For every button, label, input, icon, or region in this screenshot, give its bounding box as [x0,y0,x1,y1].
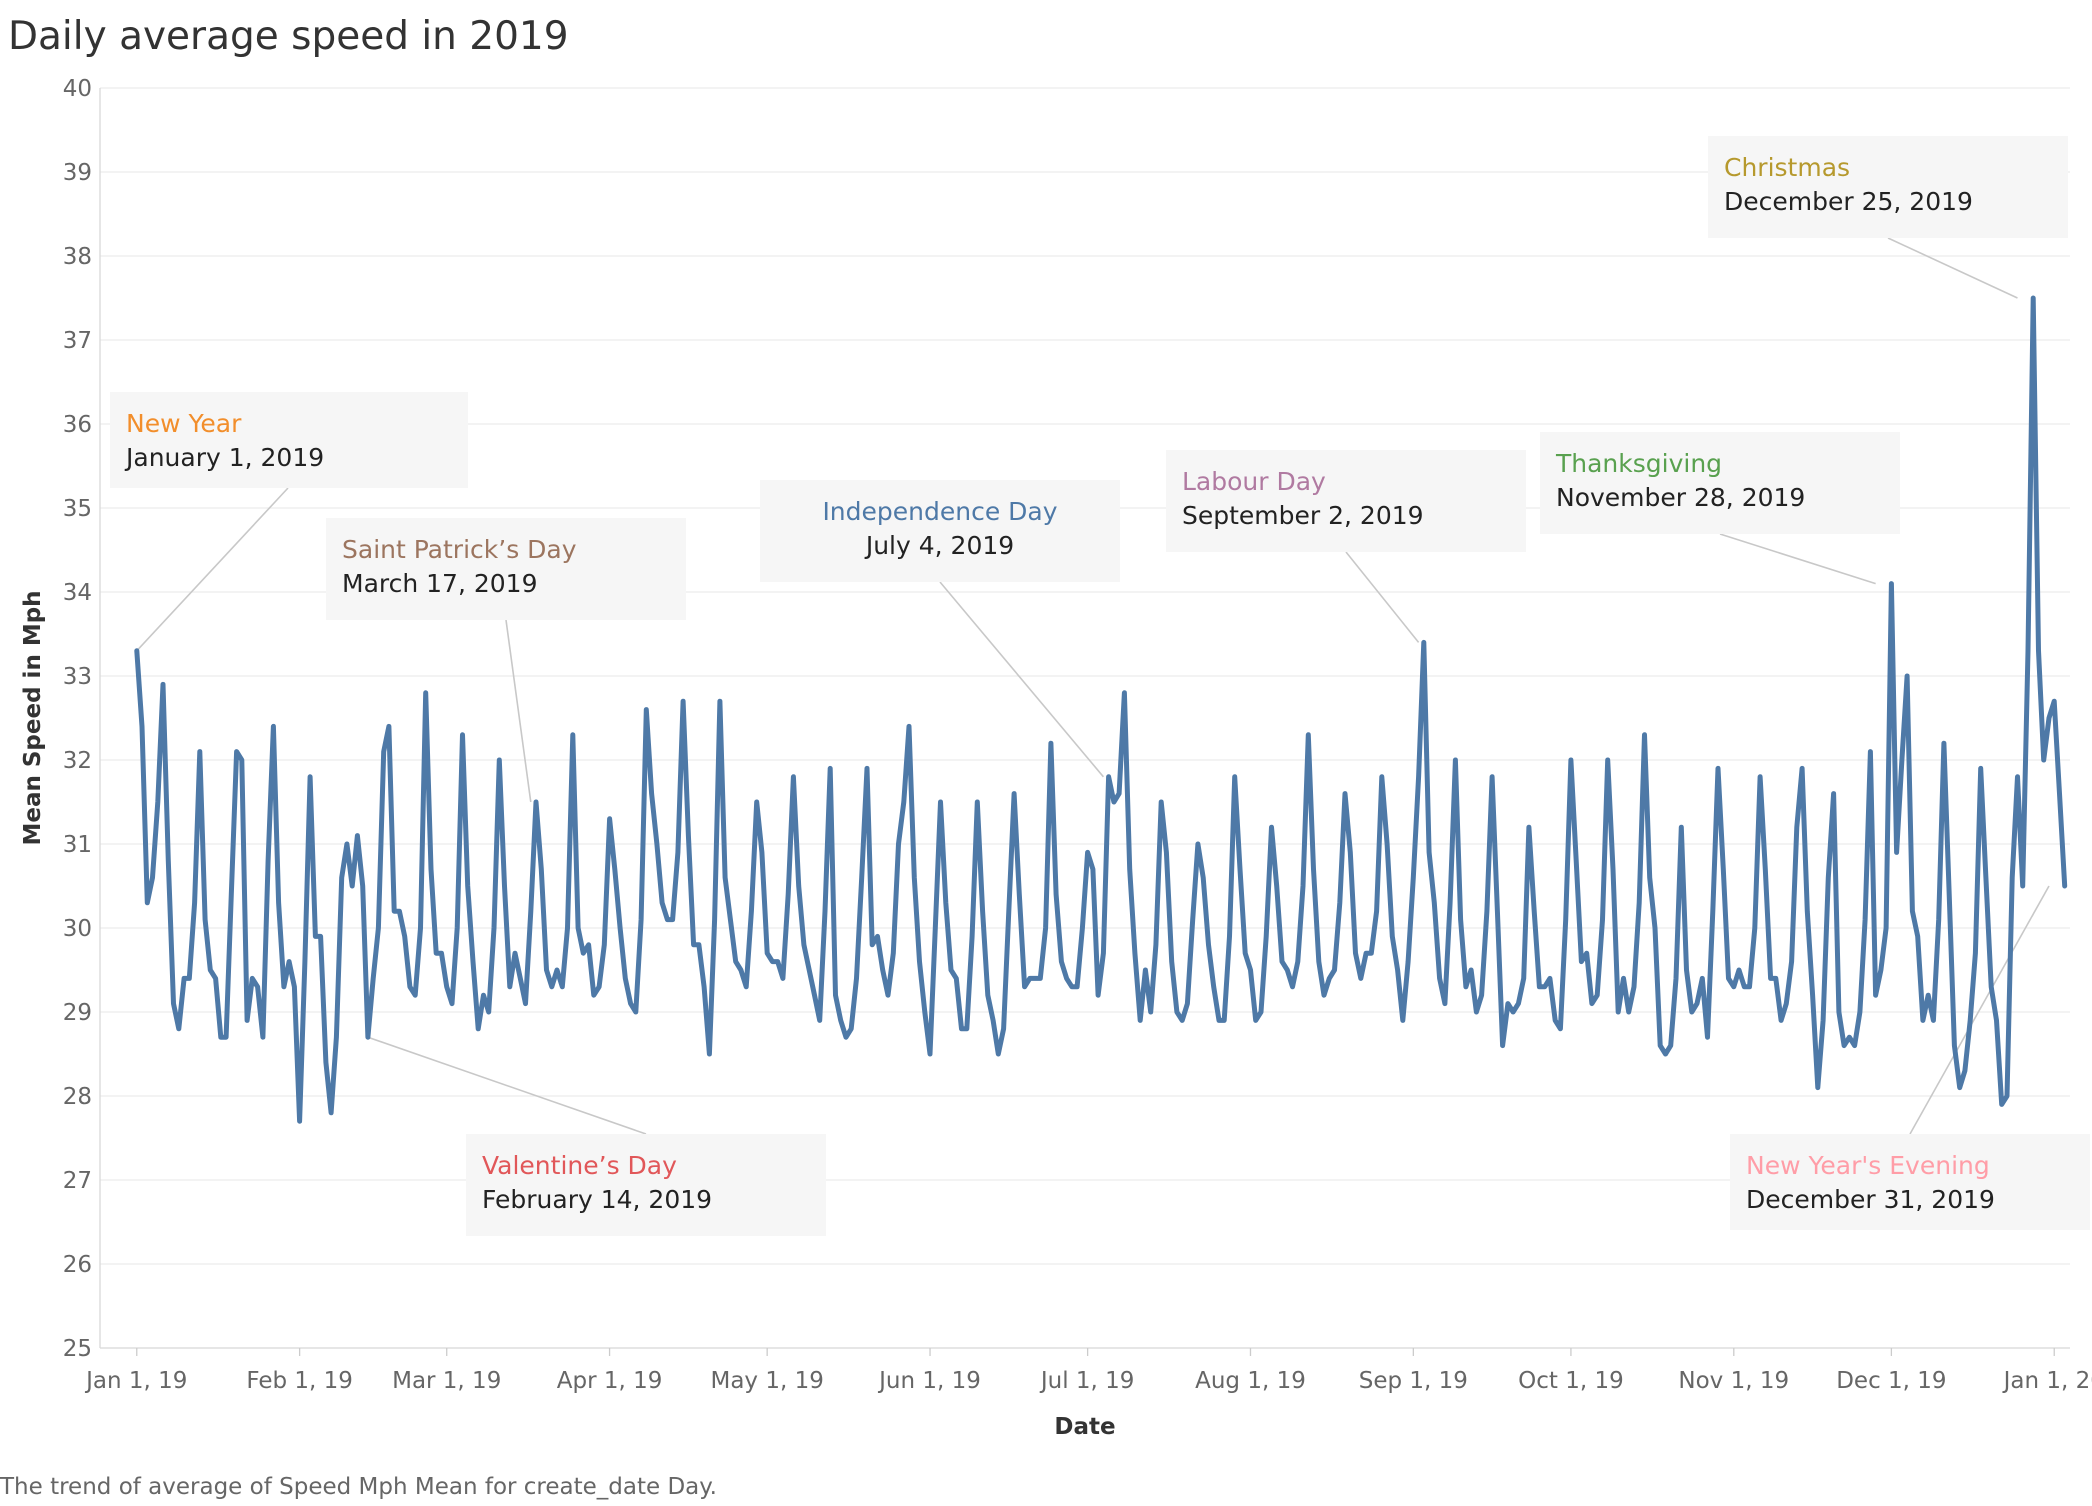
chart-caption: The trend of average of Speed Mph Mean f… [0,1474,717,1500]
x-tick-label: Sep 1, 19 [1359,1368,1468,1394]
annotation-thanksgiving: Thanksgiving November 28, 2019 [1540,432,1900,534]
annotation-title: Valentine’s Day [482,1151,677,1180]
annotation-labour-day: Labour Day September 2, 2019 [1166,450,1526,552]
annotation-title: New Year's Evening [1746,1151,1990,1180]
y-axis-ticks: 25 26 27 28 29 30 31 32 33 34 35 36 37 38 39 40 [63,76,92,1362]
annotation-box [326,518,686,620]
y-tick-label: 32 [63,748,92,774]
annotation-saint-patrick-s-day: Saint Patrick’s Day March 17, 2019 [326,518,686,620]
annotation-title: New Year [126,409,242,438]
series-group [134,295,2068,1124]
y-tick-label: 27 [63,1168,92,1194]
annotation-date: December 31, 2019 [1746,1185,1995,1214]
annotation-connector [1887,237,2018,299]
y-tick-label: 40 [63,76,92,102]
y-tick-label: 39 [63,160,92,186]
annotation-box [1540,432,1900,534]
x-tick-label: Jul 1, 19 [1039,1368,1135,1394]
y-tick-label: 34 [63,580,92,606]
annotation-title: Saint Patrick’s Day [342,535,577,564]
annotation-box [110,392,468,488]
chart-title: Daily average speed in 2019 [8,14,569,59]
y-tick-label: 37 [63,328,92,354]
annotation-date: November 28, 2019 [1556,483,1805,512]
y-tick-label: 26 [63,1252,92,1278]
annotation-date: February 14, 2019 [482,1185,712,1214]
annotation-connector [1909,885,2050,1135]
annotation-new-year: New Year January 1, 2019 [110,392,468,488]
x-tick-label: Mar 1, 19 [392,1368,501,1394]
annotation-title: Christmas [1724,153,1850,182]
y-tick-label: 25 [63,1336,92,1362]
y-tick-label: 35 [63,496,92,522]
x-tick-label: Dec 1, 19 [1836,1368,1946,1394]
y-tick-label: 29 [63,1000,92,1026]
annotation-box [466,1134,826,1236]
y-axis-title: Mean Speed in Mph [20,590,46,845]
annotation-date: December 25, 2019 [1724,187,1973,216]
annotations: New Year January 1, 2019 Valentine’s Day Fe… [110,136,2090,1236]
annotation-connector [136,487,289,652]
x-axis-ticks: Jan 1, 19 Feb 1, 19 Mar 1, 19 Apr 1, 19 May … [84,1348,2092,1394]
annotation-connector [1719,533,1876,585]
series-line [134,295,2068,1124]
y-tick-label: 30 [63,916,92,942]
annotation-date: March 17, 2019 [342,569,537,598]
x-axis-title: Date [1054,1414,1115,1440]
x-tick-label: Nov 1, 19 [1678,1368,1789,1394]
x-tick-label: Jun 1, 19 [877,1368,981,1394]
x-tick-label: Jan 1, 19 [84,1368,187,1394]
y-tick-label: 28 [63,1084,92,1110]
annotation-box [1730,1134,2090,1230]
annotation-title: Labour Day [1182,467,1326,496]
annotation-box [1166,450,1526,552]
annotation-date: January 1, 2019 [124,443,324,472]
x-tick-label: Oct 1, 19 [1518,1368,1624,1394]
annotation-title: Independence Day [822,497,1057,526]
annotation-date: September 2, 2019 [1182,501,1424,530]
y-tick-label: 31 [63,832,92,858]
annotation-connector [1345,551,1420,643]
annotation-christmas: Christmas December 25, 2019 [1708,136,2068,238]
annotation-date: July 4, 2019 [864,531,1014,560]
x-tick-label: Feb 1, 19 [246,1368,353,1394]
x-tick-label: Apr 1, 19 [557,1368,663,1394]
x-tick-label: Aug 1, 19 [1195,1368,1306,1394]
y-tick-label: 33 [63,664,92,690]
annotation-valentine-s-day: Valentine’s Day February 14, 2019 [466,1134,826,1236]
annotation-connector [939,581,1104,778]
annotation-connectors [136,237,2050,1135]
annotation-connector [505,619,532,803]
annotation-new-year-s-evening: New Year's Evening December 31, 2019 [1730,1134,2090,1230]
x-tick-label: Jan 1, 20 [2002,1368,2092,1394]
annotation-independence-day: Independence Day July 4, 2019 [760,480,1120,582]
annotation-title: Thanksgiving [1555,449,1722,478]
x-tick-label: May 1, 19 [710,1368,823,1394]
annotation-box [1708,136,2068,238]
annotation-box [760,480,1120,582]
annotation-connector [367,1036,647,1135]
y-tick-label: 36 [63,412,92,438]
y-tick-label: 38 [63,244,92,270]
